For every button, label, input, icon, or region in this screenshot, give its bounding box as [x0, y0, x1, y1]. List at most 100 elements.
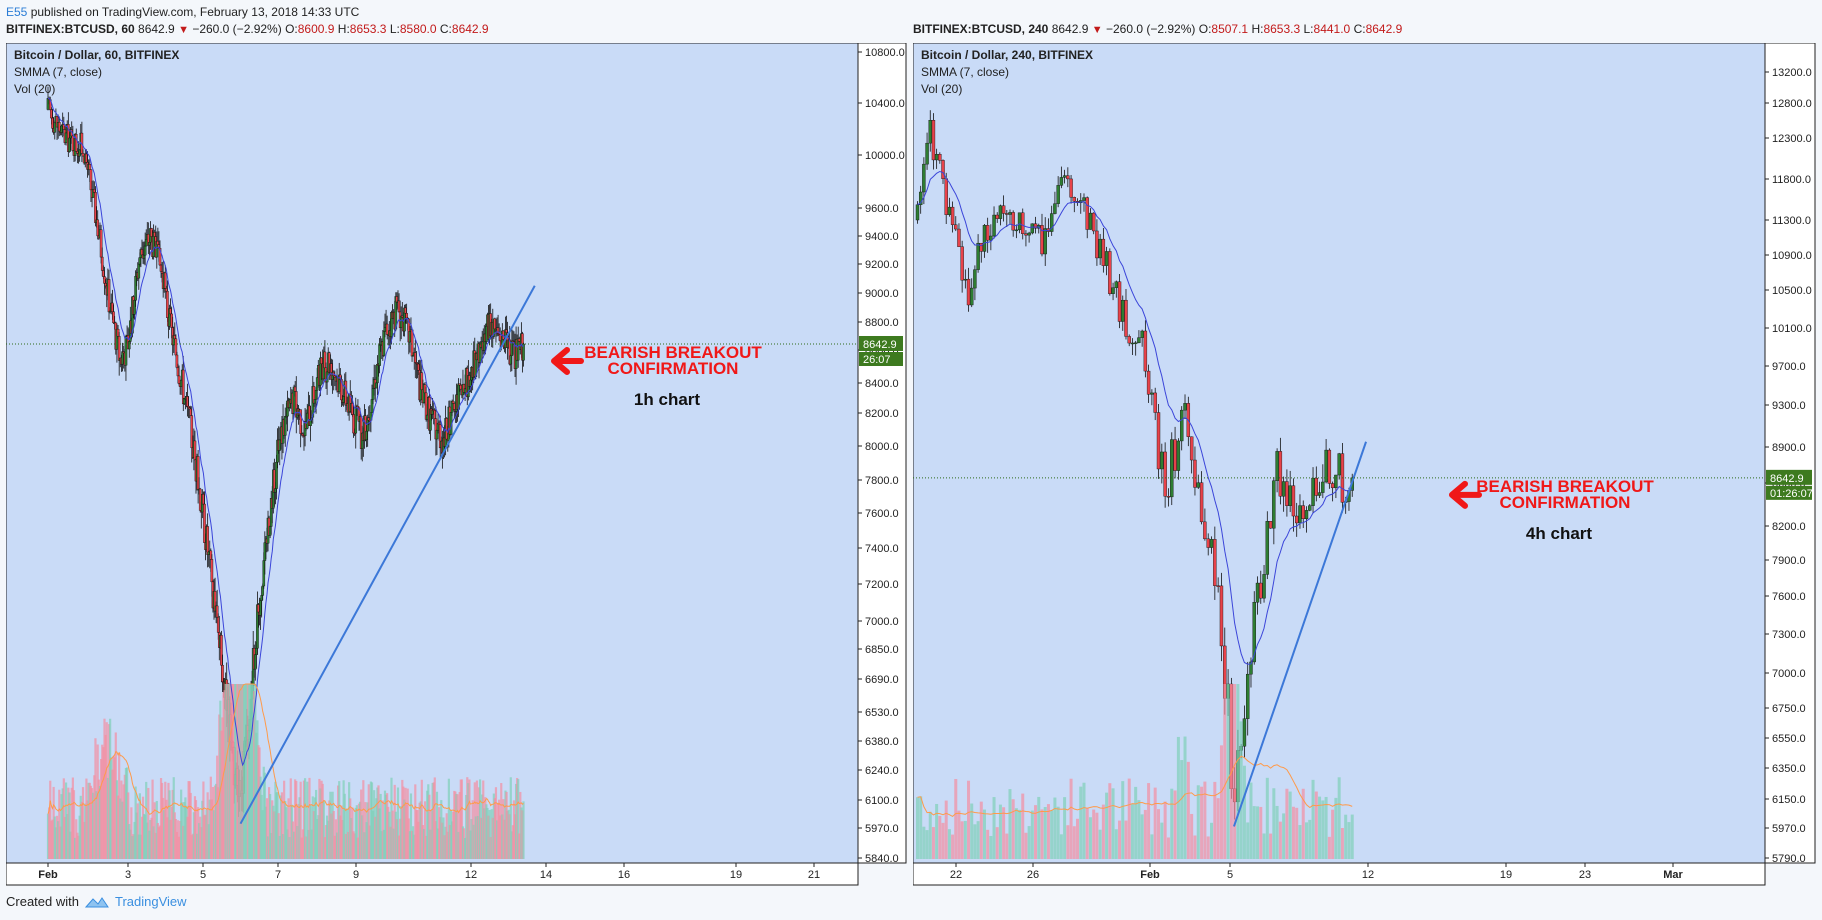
volume-bar: [100, 759, 103, 859]
y-tick-label: 6530.0: [865, 707, 899, 719]
volume-bar: [330, 813, 333, 859]
volume-bar: [353, 833, 356, 859]
volume-bar: [1079, 786, 1083, 859]
volume-bar: [1011, 799, 1015, 859]
volume-bar: [70, 787, 73, 859]
right-symbol: BITFINEX:BTCUSD, 240: [913, 22, 1049, 36]
volume-bar: [947, 829, 951, 859]
volume-bar: [1111, 788, 1115, 859]
footer: Created with TradingView: [6, 894, 187, 909]
candle-body: [966, 278, 971, 306]
volume-bar: [1014, 808, 1018, 859]
volume-bar: [1246, 822, 1250, 859]
candle-body: [1291, 485, 1296, 517]
x-tick-label: 5: [1227, 869, 1233, 881]
volume-bar: [954, 778, 958, 859]
tradingview-link[interactable]: TradingView: [114, 894, 187, 909]
candle-body: [925, 142, 929, 165]
left-arrow-head: [551, 346, 570, 375]
volume-bar: [1272, 788, 1276, 859]
volume-bar: [1318, 796, 1322, 859]
volume-bar: [320, 780, 323, 859]
volume-bar: [305, 836, 308, 859]
chart-panel-4h[interactable]: 13200.0 12800.0 12300.0 11800.0 11300.0 10900…: [913, 43, 1816, 886]
candle-body: [193, 440, 197, 460]
volume-bar: [59, 826, 62, 859]
candle-body: [989, 235, 993, 241]
volume-bar: [1265, 777, 1269, 859]
volume-bar: [153, 802, 156, 859]
candle-body: [957, 228, 961, 247]
volume-bar: [60, 794, 63, 859]
volume-bar: [307, 829, 310, 859]
candle-body: [1216, 585, 1220, 587]
candle-body: [1262, 574, 1266, 599]
volume-bar: [145, 781, 148, 859]
y-tick-label: 8800.0: [865, 317, 899, 329]
volume-bar: [334, 819, 338, 859]
y-tick-label: 6850.0: [865, 644, 899, 656]
volume-bar: [335, 832, 339, 859]
volume-bar: [189, 792, 192, 859]
volume-bar: [75, 819, 78, 859]
volume-bar: [110, 757, 113, 859]
volume-bar: [86, 800, 89, 859]
volume-bar: [83, 821, 86, 859]
volume-bar: [1311, 779, 1315, 859]
volume-bar: [1233, 684, 1237, 859]
y-tick-label: 7000.0: [1772, 668, 1806, 680]
candle-body: [1059, 177, 1064, 186]
y-tick-label: 7600.0: [865, 508, 899, 520]
volume-bar: [338, 781, 341, 859]
volume-bar: [281, 834, 285, 859]
candle-body: [970, 287, 974, 306]
volume-bar: [1285, 788, 1289, 859]
author-link[interactable]: E55: [6, 5, 28, 19]
y-tick-label: 12300.0: [1772, 133, 1812, 145]
candle-body: [1121, 299, 1125, 322]
volume-bar: [67, 787, 70, 859]
candle-body: [1327, 449, 1332, 484]
volume-bar: [1193, 835, 1197, 859]
volume-bar: [1124, 820, 1128, 859]
right-high-label: H:: [1251, 22, 1264, 36]
candle-body: [1017, 212, 1022, 231]
candle-body: [210, 559, 214, 583]
volume-bar: [1040, 809, 1044, 859]
volume-bar: [1196, 785, 1200, 859]
annotation-line1: BEARISH BREAKOUT: [584, 343, 762, 362]
candle-body: [963, 278, 968, 281]
volume-bar: [118, 752, 121, 859]
candle-body: [1137, 337, 1141, 343]
candle-body: [1027, 232, 1031, 236]
chart-panel-1h[interactable]: 10800.0 10400.0 10000.0 9600.0 9400.0 9200.0 9…: [6, 43, 908, 886]
candle-body: [1095, 230, 1099, 259]
volume-bar: [1216, 798, 1220, 859]
y-tick-label: 10500.0: [1772, 285, 1812, 297]
y-tick-label: 5970.0: [1772, 823, 1806, 835]
volume-bar: [352, 831, 355, 859]
volume-bar: [84, 803, 87, 859]
candle-body: [1278, 451, 1283, 497]
candle-body: [1043, 228, 1047, 255]
volume-bar: [280, 792, 284, 859]
volume-bar: [1134, 786, 1138, 859]
last-price-label: 8642.9: [1770, 473, 1804, 485]
volume-bar: [62, 778, 65, 859]
volume-bar: [1170, 788, 1174, 859]
volume-bar: [1034, 805, 1038, 859]
volume-bar: [1262, 833, 1266, 859]
annotation-line1: BEARISH BREAKOUT: [1476, 477, 1654, 496]
candle-body: [1082, 197, 1086, 201]
volume-bar: [327, 820, 330, 859]
volume-bar: [332, 810, 335, 859]
candle-body: [1040, 225, 1044, 255]
volume-bar: [1295, 807, 1299, 859]
candle-body: [1133, 342, 1138, 344]
candle-body: [1088, 212, 1093, 230]
volume-bar: [928, 811, 932, 859]
volume-bar: [345, 808, 349, 859]
volume-bar: [509, 777, 512, 859]
volume-bar: [269, 794, 272, 859]
volume-bar: [1098, 829, 1102, 859]
